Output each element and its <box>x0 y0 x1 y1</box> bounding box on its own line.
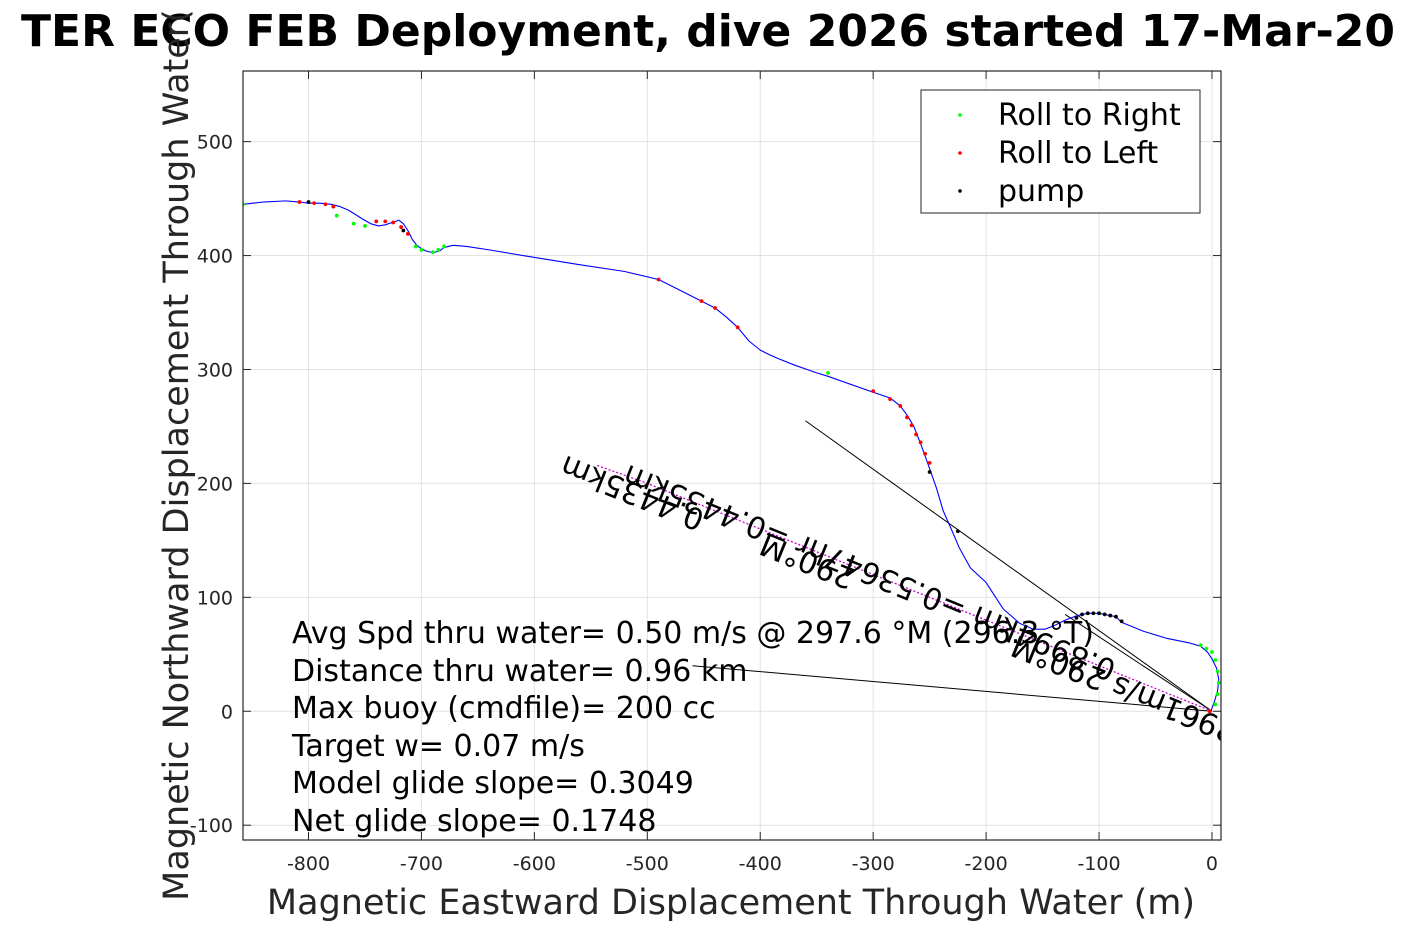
roll-right-point <box>1215 692 1220 697</box>
pump-point <box>306 200 311 204</box>
roll-left-point <box>656 277 661 282</box>
roll-right-point <box>1213 658 1218 662</box>
x-tick-label: -600 <box>513 853 556 875</box>
reference-line <box>692 665 1213 712</box>
roll-left-point <box>391 220 396 225</box>
x-tick-label: -800 <box>287 853 330 875</box>
roll-right-point <box>442 244 446 249</box>
roll-right-point <box>351 221 356 226</box>
x-axis-label: Magnetic Eastward Displacement Through W… <box>267 883 1195 923</box>
roll-left-point <box>927 461 932 465</box>
x-tick-label: -100 <box>1077 853 1120 875</box>
model-glide-text: Model glide slope= 0.3049 <box>292 766 694 801</box>
x-tick-label: -700 <box>400 853 443 875</box>
stats-annotation: Avg Spd thru water= 0.50 m/s @ 297.6 °M … <box>291 616 1094 839</box>
roll-left-point <box>735 325 740 330</box>
roll-left-point <box>399 225 404 229</box>
x-tick-label: -500 <box>626 853 669 875</box>
roll-left-point <box>898 404 903 408</box>
y-tick-label: 0 <box>221 701 233 723</box>
pump-point <box>1080 612 1084 617</box>
roll-left-point <box>914 432 918 437</box>
roll-left-point <box>918 440 923 445</box>
roll-right-point <box>1215 669 1220 674</box>
roll-left-point <box>331 204 336 209</box>
pump-point <box>955 529 960 534</box>
roll-right-point <box>1198 643 1203 648</box>
target-w-text: Target w= 0.07 m/s <box>291 729 585 764</box>
pump-point <box>1091 611 1096 616</box>
roll-left-point <box>909 423 914 428</box>
roll-right-point <box>430 250 435 255</box>
heading-track-line <box>596 464 1213 712</box>
reference-line <box>805 420 1213 712</box>
roll-left-point <box>905 415 909 420</box>
pump-point <box>1074 615 1079 620</box>
roll-right-point <box>1210 650 1214 654</box>
roll-left-point <box>323 202 328 207</box>
roll-left-point <box>312 201 317 206</box>
x-tick-label: 0 <box>1206 853 1218 875</box>
y-tick-label: 200 <box>197 473 233 495</box>
y-tick-label: 400 <box>197 246 233 268</box>
roll-left-point <box>405 232 410 236</box>
roll-left-point <box>699 299 704 304</box>
reference-line <box>1064 614 1213 712</box>
y-tick-label: 500 <box>197 132 233 154</box>
roll-right-point <box>419 247 424 252</box>
pump-point <box>1102 612 1107 617</box>
legend-marker-roll-right <box>958 113 962 117</box>
distance-text: Distance thru water= 0.96 km <box>292 654 747 689</box>
legend-label-roll-right: Roll to Right <box>998 98 1181 133</box>
roll-left-point <box>871 389 876 394</box>
y-tick-label: 300 <box>197 359 233 381</box>
pump-point <box>1119 619 1124 624</box>
avg-speed-text: Avg Spd thru water= 0.50 m/s @ 297.6 °M … <box>292 616 1094 651</box>
roll-right-point <box>436 247 441 252</box>
max-buoy-text: Max buoy (cmdfile)= 200 cc <box>292 691 716 726</box>
plot-frame <box>242 70 1222 841</box>
roll-left-point <box>888 397 893 402</box>
net-glide-text: Net glide slope= 0.1748 <box>292 804 656 839</box>
x-tick-label: -300 <box>852 853 895 875</box>
chart-title: TER ECO FEB Deployment, dive 2026 starte… <box>21 6 1395 57</box>
y-axis-label: Magnetic Northward Displacement Through … <box>157 9 197 901</box>
x-tick-label: -400 <box>739 853 782 875</box>
roll-left-point <box>383 219 388 224</box>
roll-right-point <box>1216 680 1221 685</box>
roll-right-point <box>1204 646 1209 651</box>
pump-point <box>1097 611 1101 616</box>
legend-label-roll-left: Roll to Left <box>998 136 1158 171</box>
pump-point <box>1114 614 1118 619</box>
roll-right-point <box>363 224 367 228</box>
pump-point <box>1085 611 1090 616</box>
y-tick-label: -100 <box>190 815 233 837</box>
roll-left-point <box>713 306 717 310</box>
pump-point <box>927 470 932 474</box>
legend-marker-pump <box>958 189 962 193</box>
pump-point <box>401 228 406 233</box>
legend: Roll to Right Roll to Left pump <box>920 89 1201 214</box>
pump-point <box>1108 613 1113 618</box>
legend-label-pump: pump <box>998 174 1084 209</box>
legend-box <box>920 89 1201 214</box>
roll-left-point <box>1207 709 1212 714</box>
roll-right-point <box>334 213 339 218</box>
roll-left-point <box>923 451 928 456</box>
roll-right-point <box>826 371 830 375</box>
roll-left-point <box>297 200 302 204</box>
legend-marker-roll-left <box>958 151 962 155</box>
x-tick-label: -200 <box>965 853 1008 875</box>
y-tick-label: 100 <box>197 587 233 609</box>
roll-left-point <box>374 219 379 224</box>
roll-right-point <box>1213 702 1218 707</box>
roll-right-point <box>413 244 418 249</box>
